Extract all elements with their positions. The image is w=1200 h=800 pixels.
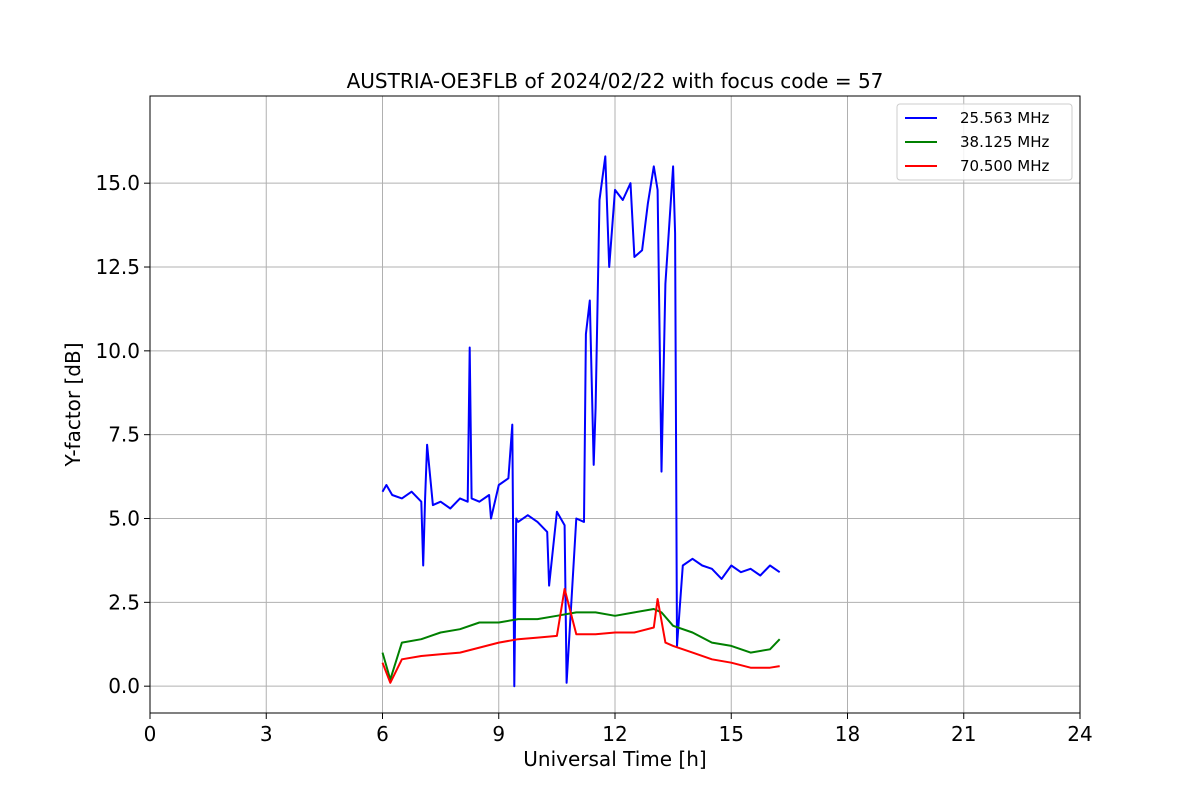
legend: 25.563 MHz 38.125 MHz 70.500 MHz — [896, 103, 1073, 181]
y-tick-label: 2.5 — [108, 590, 140, 614]
chart-title: AUSTRIA-OE3FLB of 2024/02/22 with focus … — [347, 69, 884, 93]
x-tick-label: 21 — [951, 722, 976, 746]
y-tick-label: 15.0 — [95, 171, 140, 195]
grid — [149, 96, 1081, 713]
x-tick-label: 6 — [376, 722, 389, 746]
y-tick-label: 5.0 — [108, 507, 140, 531]
y-tick-label: 7.5 — [108, 423, 140, 447]
legend-label: 38.125 MHz — [960, 133, 1049, 151]
legend-label: 25.563 MHz — [960, 109, 1049, 127]
series-line-1 — [381, 608, 781, 681]
series-line-2 — [381, 587, 780, 684]
x-tick-label: 18 — [835, 722, 860, 746]
y-tick-label: 12.5 — [95, 255, 140, 279]
y-axis-label: Y-factor [dB] — [61, 342, 85, 467]
x-tick-label: 0 — [144, 722, 157, 746]
series-lines — [381, 155, 781, 688]
x-tick-label: 24 — [1067, 722, 1092, 746]
legend-label: 70.500 MHz — [960, 157, 1049, 175]
x-tick-label: 12 — [602, 722, 627, 746]
x-axis-label: Universal Time [h] — [523, 747, 706, 771]
x-tick-label: 9 — [492, 722, 505, 746]
x-tick-label: 15 — [719, 722, 744, 746]
legend-box — [896, 103, 1073, 181]
x-tick-label: 3 — [260, 722, 273, 746]
axis-ticks: 0 3 6 9 12 15 18 21 24 0.0 2.5 5.0 7.5 10.0 12.5 15.0 — [95, 171, 1092, 746]
y-tick-label: 0.0 — [108, 674, 140, 698]
y-tick-label: 10.0 — [95, 339, 140, 363]
series-line-0 — [381, 155, 781, 688]
